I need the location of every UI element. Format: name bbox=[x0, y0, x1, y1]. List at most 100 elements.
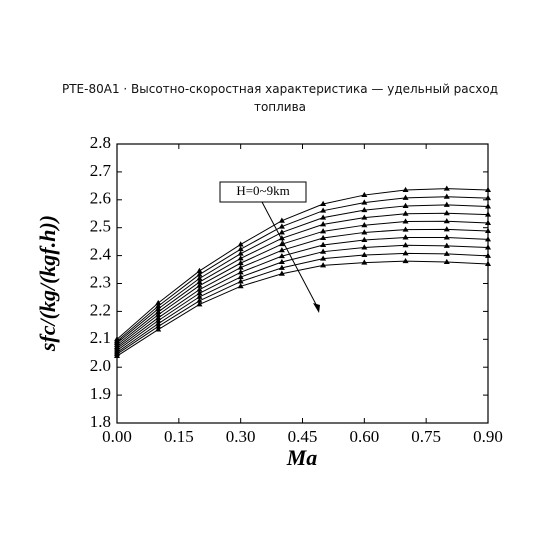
marker bbox=[278, 217, 285, 223]
marker bbox=[196, 278, 203, 285]
marker bbox=[155, 317, 162, 323]
y-tick-label: 1.9 bbox=[90, 384, 111, 403]
series-line bbox=[116, 236, 489, 351]
series-line bbox=[116, 204, 489, 344]
marker bbox=[485, 211, 491, 217]
marker bbox=[237, 278, 244, 284]
marker bbox=[278, 223, 285, 229]
marker bbox=[278, 264, 285, 270]
x-tick-label: 0.75 bbox=[411, 427, 441, 446]
marker bbox=[402, 234, 409, 240]
series-line bbox=[116, 260, 489, 357]
series-line bbox=[116, 212, 489, 346]
marker bbox=[361, 229, 368, 235]
marker bbox=[237, 250, 244, 256]
marker bbox=[402, 210, 409, 216]
marker bbox=[443, 226, 450, 232]
marker bbox=[485, 227, 491, 234]
marker bbox=[196, 297, 203, 303]
y-tick-label: 2.6 bbox=[90, 189, 111, 208]
marker bbox=[320, 248, 327, 254]
marker bbox=[361, 244, 368, 250]
y-tick-label: 2.2 bbox=[90, 300, 111, 319]
marker bbox=[443, 201, 450, 207]
marker bbox=[485, 244, 491, 250]
marker bbox=[320, 214, 327, 220]
marker bbox=[320, 200, 327, 206]
marker bbox=[155, 308, 162, 314]
marker bbox=[443, 234, 450, 240]
marker bbox=[402, 218, 409, 224]
marker bbox=[320, 207, 327, 213]
y-tick-label: 1.8 bbox=[90, 412, 111, 431]
y-axis-label: sfc/(kg/(kgf.h)) bbox=[35, 215, 60, 352]
y-tick-label: 2.7 bbox=[90, 161, 112, 180]
marker bbox=[278, 270, 285, 276]
y-tick-label: 2.4 bbox=[90, 245, 112, 264]
marker bbox=[402, 226, 409, 232]
marker bbox=[402, 202, 409, 208]
x-tick-label: 0.90 bbox=[473, 427, 503, 446]
y-tick-label: 2.0 bbox=[90, 356, 111, 375]
annotation: H=0~9km bbox=[236, 183, 289, 198]
marker bbox=[237, 264, 244, 270]
x-tick-label: 0.30 bbox=[226, 427, 256, 446]
marker bbox=[402, 242, 409, 248]
marker bbox=[237, 283, 244, 289]
marker bbox=[361, 251, 368, 258]
marker bbox=[361, 199, 368, 205]
annotation-arrow bbox=[261, 201, 320, 311]
marker bbox=[114, 352, 120, 359]
marker bbox=[155, 314, 162, 320]
x-tick-label: 0.60 bbox=[349, 427, 379, 446]
y-tick-label: 2.8 bbox=[90, 133, 111, 152]
marker bbox=[485, 236, 491, 242]
marker bbox=[402, 194, 409, 200]
marker bbox=[485, 219, 491, 225]
marker bbox=[155, 299, 162, 306]
marker bbox=[485, 194, 491, 201]
marker bbox=[443, 258, 450, 265]
y-tick-label: 2.1 bbox=[90, 328, 111, 347]
marker bbox=[278, 229, 285, 235]
marker bbox=[196, 290, 203, 296]
x-tick-label: 0.45 bbox=[288, 427, 318, 446]
marker bbox=[196, 282, 203, 288]
annotation-box bbox=[219, 181, 307, 203]
marker bbox=[320, 228, 327, 234]
marker bbox=[361, 191, 368, 198]
marker bbox=[155, 302, 162, 309]
marker bbox=[320, 262, 327, 268]
marker bbox=[443, 242, 450, 248]
marker bbox=[443, 250, 450, 256]
marker bbox=[155, 305, 162, 311]
marker bbox=[278, 252, 285, 259]
marker bbox=[237, 255, 244, 261]
marker bbox=[402, 186, 409, 193]
marker bbox=[485, 252, 491, 258]
x-tick-label: 0.15 bbox=[164, 427, 194, 446]
marker bbox=[361, 214, 368, 220]
x-axis-label: Ma bbox=[286, 445, 318, 470]
marker bbox=[237, 245, 244, 252]
marker bbox=[196, 267, 203, 273]
marker bbox=[361, 206, 368, 213]
marker bbox=[196, 301, 203, 307]
marker bbox=[320, 234, 327, 241]
marker bbox=[320, 221, 327, 227]
marker bbox=[443, 193, 450, 199]
marker bbox=[155, 323, 162, 329]
series-line bbox=[116, 220, 489, 348]
series-line bbox=[116, 196, 489, 342]
arrow-head bbox=[313, 303, 320, 313]
series-line bbox=[116, 244, 489, 353]
marker bbox=[485, 260, 491, 266]
y-tick-label: 2.3 bbox=[90, 272, 111, 291]
series-line bbox=[116, 228, 489, 349]
marker bbox=[361, 259, 368, 265]
marker bbox=[237, 273, 244, 280]
marker bbox=[361, 236, 368, 242]
chart-title: PTE-80A1 · Высотно-скоростная характерис… bbox=[61, 82, 498, 114]
